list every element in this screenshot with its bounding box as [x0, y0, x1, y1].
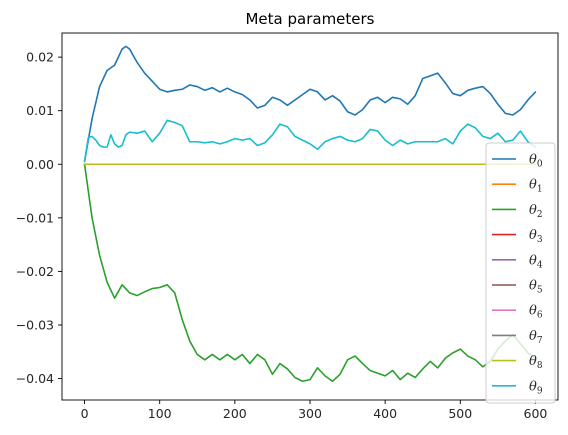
series-layer [83, 45, 537, 383]
y-tick-label: 0.01 [26, 103, 54, 118]
legend-label-theta-0: θ0 [529, 153, 543, 170]
y-tick-label: −0.01 [16, 210, 54, 225]
chart-title: Meta parameters [245, 10, 374, 28]
y-tick-label: 0.00 [26, 157, 54, 172]
legend-label-theta-9: θ9 [529, 379, 543, 396]
x-tick-label: 0 [81, 406, 89, 421]
legend-box [485, 142, 556, 404]
y-tick-label: −0.02 [16, 264, 54, 279]
legend-label-theta-5: θ5 [529, 279, 543, 296]
axes-layer: 0 100 200 300 400 500 600 0.02 0.01 0.00 −0.01 −0.0… [16, 32, 559, 421]
y-tick-label: −0.04 [16, 371, 54, 386]
legend-label-theta-4: θ4 [529, 253, 543, 270]
y-tick-label: 0.02 [26, 50, 54, 65]
series-line-theta-2 [83, 163, 537, 383]
legend-label-theta-6: θ6 [529, 304, 543, 321]
legend-label-theta-8: θ8 [529, 354, 543, 371]
legend-label-theta-7: θ7 [529, 329, 543, 346]
legend-label-theta-1: θ1 [529, 178, 543, 195]
x-tick-label: 600 [524, 406, 548, 421]
series-line-theta-0 [83, 45, 537, 163]
legend-label-theta-3: θ3 [529, 228, 543, 245]
y-tick-label: −0.03 [16, 317, 54, 332]
x-tick-label: 300 [298, 406, 322, 421]
legend-label-theta-2: θ2 [529, 203, 543, 220]
x-tick-label: 500 [448, 406, 472, 421]
legend: θ0 θ1 θ2 θ3 θ4 θ5 θ6 θ7 θ8 θ9 [485, 142, 556, 404]
x-tick-label: 400 [373, 406, 397, 421]
series-line-theta-9 [83, 119, 537, 163]
x-tick-label: 200 [223, 406, 247, 421]
x-tick-label: 100 [148, 406, 172, 421]
